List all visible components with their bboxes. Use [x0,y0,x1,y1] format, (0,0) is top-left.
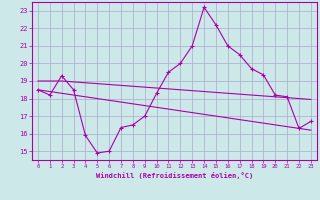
X-axis label: Windchill (Refroidissement éolien,°C): Windchill (Refroidissement éolien,°C) [96,172,253,179]
